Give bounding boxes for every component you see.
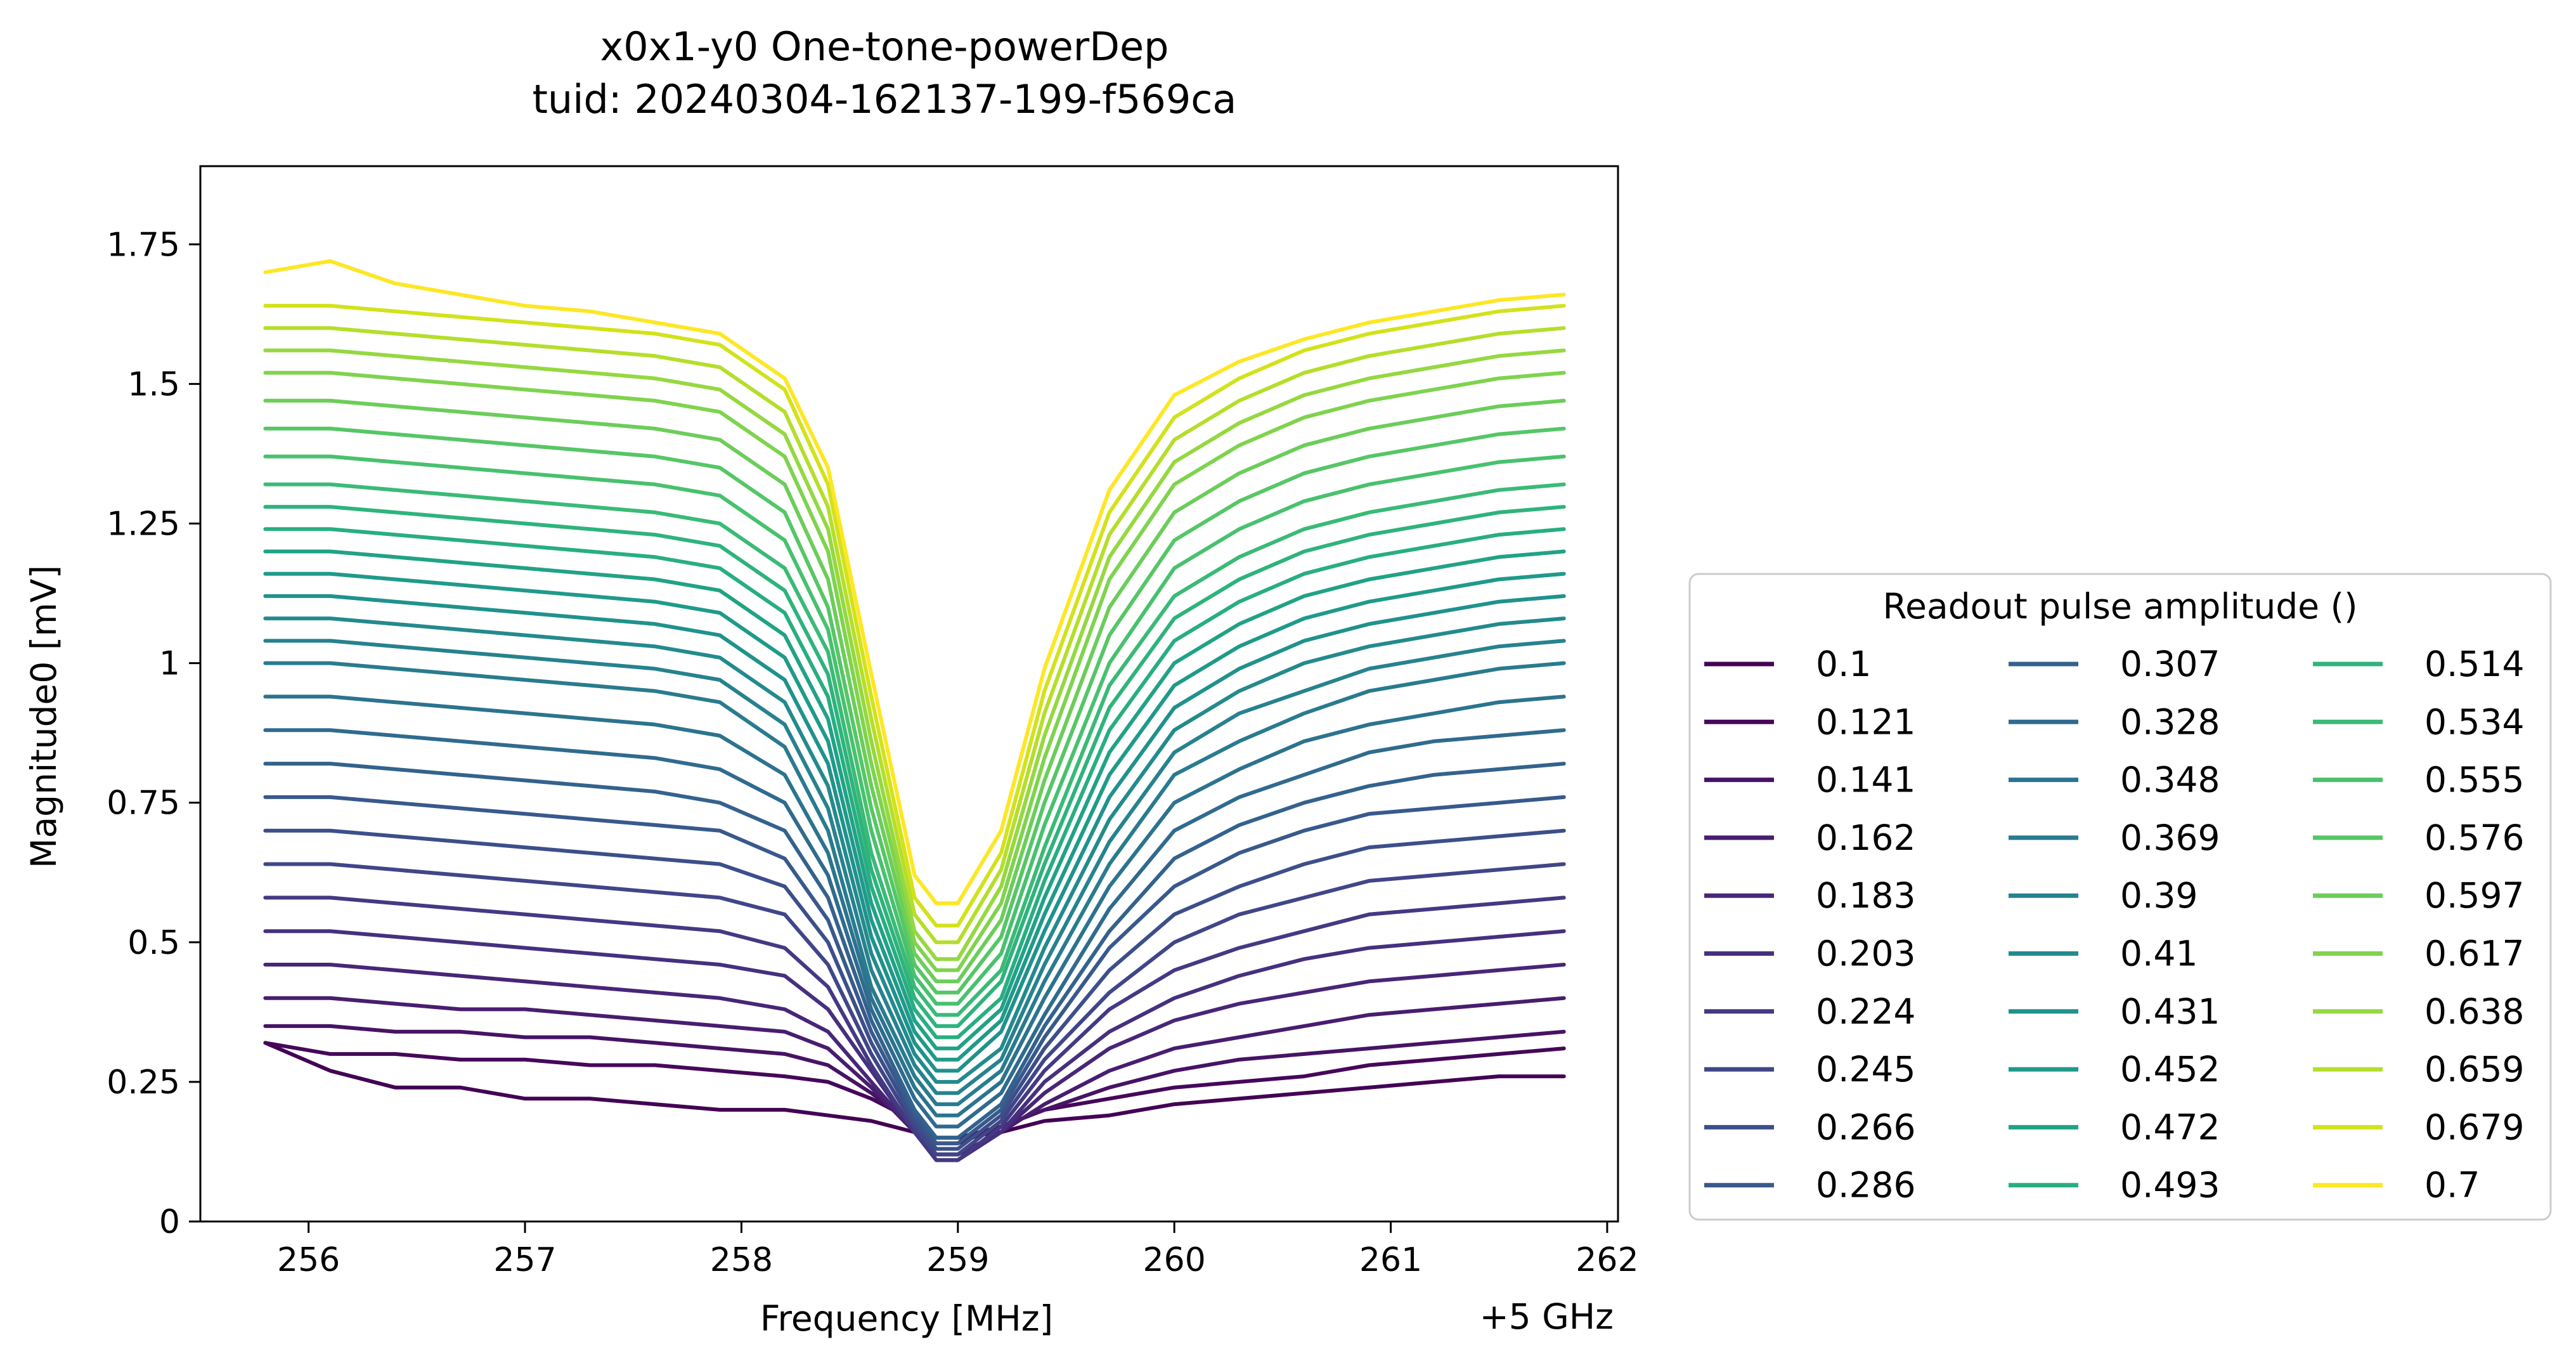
x-tick-label-4: 260 [1143, 1241, 1206, 1279]
legend-label-0: 0.1 [1816, 644, 1871, 684]
series-line-26 [263, 348, 1566, 961]
legend-frame [1688, 573, 2552, 1221]
x-tick-label-3: 259 [926, 1241, 989, 1279]
series-line-11 [263, 728, 1566, 1129]
series-line-20 [263, 505, 1566, 1028]
legend-label-28: 0.679 [2424, 1107, 2524, 1147]
series-line-12 [263, 694, 1566, 1117]
legend-label-25: 0.617 [2424, 934, 2524, 974]
series-line-15 [263, 616, 1566, 1084]
y-tick-label-1: 0.25 [107, 1064, 180, 1102]
series-line-27 [263, 326, 1566, 944]
legend-label-22: 0.555 [2424, 760, 2524, 800]
series-line-23 [263, 426, 1566, 994]
legend-label-21: 0.534 [2424, 701, 2524, 742]
legend-label-29: 0.7 [2424, 1165, 2480, 1206]
chart-title: x0x1-y0 One-tone-powerDep [600, 23, 1169, 70]
legend-title: Readout pulse amplitude () [1882, 586, 2357, 627]
plot-frame [199, 165, 1619, 1223]
y-tick-label-6: 1.5 [127, 365, 180, 403]
series-line-7 [263, 862, 1566, 1157]
legend-label-8: 0.266 [1816, 1107, 1915, 1147]
series-line-10 [263, 762, 1566, 1140]
legend-label-16: 0.431 [2120, 991, 2220, 1032]
series-line-17 [263, 571, 1566, 1062]
legend-label-23: 0.576 [2424, 818, 2524, 858]
y-tick-label-7: 1.75 [107, 226, 180, 264]
y-tick-label-0: 0 [159, 1203, 180, 1241]
series-line-13 [263, 661, 1566, 1107]
series-line-28 [263, 304, 1566, 928]
legend-label-6: 0.224 [1816, 991, 1915, 1032]
legend-label-20: 0.514 [2424, 644, 2524, 684]
series-line-19 [263, 527, 1566, 1039]
legend-label-1: 0.121 [1816, 701, 1915, 742]
legend-label-24: 0.597 [2424, 875, 2524, 916]
legend-label-12: 0.348 [2120, 760, 2220, 800]
legend-label-7: 0.245 [1816, 1049, 1915, 1090]
legend-label-15: 0.41 [2120, 934, 2197, 974]
legend-label-26: 0.638 [2424, 991, 2524, 1032]
legend-label-18: 0.472 [2120, 1107, 2220, 1147]
series-line-24 [263, 398, 1566, 984]
series-line-16 [263, 594, 1566, 1073]
series-line-18 [263, 549, 1566, 1051]
x-tick-label-6: 262 [1576, 1241, 1638, 1279]
y-axis-label: Magnitude0 [mV] [23, 565, 64, 868]
chart-subtitle: tuid: 20240304-162137-199-f569ca [533, 76, 1237, 122]
series-line-14 [263, 639, 1566, 1095]
legend-label-4: 0.183 [1816, 875, 1915, 916]
y-tick-label-5: 1.25 [107, 505, 180, 543]
x-tick-label-5: 261 [1359, 1241, 1422, 1279]
y-tick-label-3: 0.75 [107, 785, 180, 823]
legend-label-2: 0.141 [1816, 760, 1915, 800]
legend-label-9: 0.286 [1816, 1165, 1915, 1206]
series-group [263, 259, 1566, 1163]
series-line-29 [263, 259, 1566, 906]
legend-label-17: 0.452 [2120, 1049, 2220, 1090]
legend-label-11: 0.328 [2120, 701, 2220, 742]
x-offset-label: +5 GHz [1480, 1296, 1614, 1337]
legend-label-14: 0.39 [2120, 875, 2197, 916]
series-line-9 [263, 795, 1566, 1145]
x-axis-label: Frequency [MHz] [760, 1298, 1053, 1339]
y-tick-label-2: 0.5 [127, 924, 180, 962]
legend-label-13: 0.369 [2120, 818, 2220, 858]
legend: Readout pulse amplitude () 0.1 0.121 0.141… [1688, 573, 2552, 1221]
series-line-22 [263, 454, 1566, 1006]
series-line-25 [263, 370, 1566, 972]
legend-items: 0.1 0.121 0.141 0.162 0.183 0.203 0.224 0.245 0.… [1704, 644, 2524, 1206]
x-tick-label-0: 256 [277, 1241, 340, 1279]
series-line-8 [263, 828, 1566, 1151]
x-tick-label-1: 257 [493, 1241, 556, 1279]
y-tick-label-4: 1 [159, 645, 180, 683]
legend-label-27: 0.659 [2424, 1049, 2524, 1090]
legend-label-5: 0.203 [1816, 934, 1915, 974]
legend-label-3: 0.162 [1816, 818, 1915, 858]
x-tick-label-2: 258 [710, 1241, 773, 1279]
series-line-6 [263, 896, 1566, 1163]
legend-label-10: 0.307 [2120, 644, 2220, 684]
legend-label-19: 0.493 [2120, 1165, 2220, 1206]
ticks-group: 256 257 258 259 260 261 262 0 0.25 0.5 0.75 1 1.25 1.… [107, 226, 1638, 1279]
series-line-21 [263, 482, 1566, 1017]
